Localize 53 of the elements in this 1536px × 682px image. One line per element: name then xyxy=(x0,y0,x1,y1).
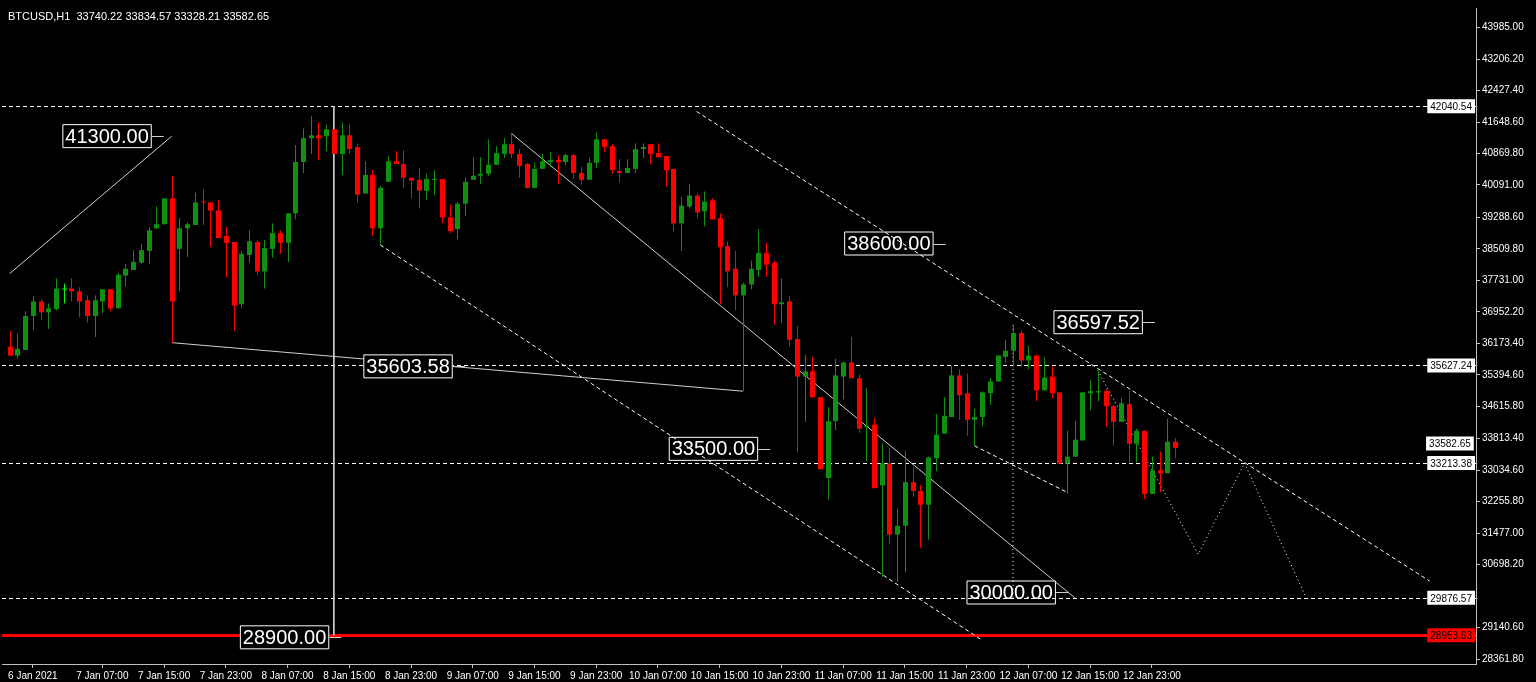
y-tick-label: 42427.40 xyxy=(1482,84,1525,96)
y-tick-label: 33813.40 xyxy=(1482,432,1525,444)
x-tick-label: 10 Jan 23:00 xyxy=(752,669,811,681)
y-tick-label: 37731.00 xyxy=(1482,274,1525,286)
x-tick-label: 8 Jan 23:00 xyxy=(384,669,438,681)
ref-line-label: 29876.57 xyxy=(1430,592,1473,604)
y-tick-label: 43985.00 xyxy=(1482,21,1525,33)
annotation: 28900.00 xyxy=(242,625,327,648)
annotation: 41300.00 xyxy=(65,124,149,147)
ref-line-label: 35627.24 xyxy=(1430,360,1473,372)
annotation: 33582.65 xyxy=(1429,438,1472,450)
x-tick-label: 11 Jan 23:00 xyxy=(938,669,996,681)
x-tick-label: 11 Jan 15:00 xyxy=(876,669,934,681)
x-tick-label: 7 Jan 15:00 xyxy=(137,669,191,681)
y-tick-label: 35394.60 xyxy=(1482,368,1525,380)
y-tick-label: 28361.80 xyxy=(1482,652,1525,664)
x-tick-label: 11 Jan 07:00 xyxy=(814,669,873,681)
ref-line-label: 42040.54 xyxy=(1430,100,1473,112)
x-tick-label: 8 Jan 15:00 xyxy=(323,669,376,681)
x-tick-label: 7 Jan 07:00 xyxy=(76,669,129,681)
y-tick-label: 36952.20 xyxy=(1482,305,1525,317)
x-tick-label: 12 Jan 15:00 xyxy=(1061,669,1120,681)
y-tick-label: 31477.00 xyxy=(1482,526,1525,538)
y-tick-label: 41648.60 xyxy=(1482,115,1525,127)
ref-line-label: 33213.38 xyxy=(1430,457,1473,469)
x-tick-label: 12 Jan 23:00 xyxy=(1122,669,1182,681)
x-tick-label: 9 Jan 15:00 xyxy=(508,669,562,681)
ref-line-label: 28953.63 xyxy=(1430,629,1473,641)
y-tick-label: 29140.60 xyxy=(1482,621,1525,633)
annotation: 38600.00 xyxy=(847,232,931,255)
x-tick-label: 8 Jan 07:00 xyxy=(261,669,315,681)
x-tick-label: 9 Jan 07:00 xyxy=(446,669,500,681)
y-tick-label: 34615.80 xyxy=(1482,400,1525,412)
x-tick-label: 12 Jan 07:00 xyxy=(999,669,1058,681)
y-tick-label: 38509.80 xyxy=(1482,242,1525,254)
y-tick-label: 32255.80 xyxy=(1482,495,1525,507)
x-tick-label: 7 Jan 23:00 xyxy=(199,669,253,681)
y-tick-label: 40869.80 xyxy=(1482,147,1525,159)
chart-title: BTCUSD,H1 33740.22 33834.57 33328.21 33582.65 xyxy=(8,10,270,23)
y-tick-label: 33034.60 xyxy=(1482,463,1525,475)
x-tick-label: 10 Jan 15:00 xyxy=(690,669,750,681)
y-tick-label: 30698.20 xyxy=(1482,558,1525,570)
y-tick-label: 39288.60 xyxy=(1482,211,1525,223)
annotation: 36597.52 xyxy=(1056,310,1140,333)
annotation: 35603.58 xyxy=(366,354,450,377)
x-tick-label: 9 Jan 23:00 xyxy=(570,669,623,681)
y-tick-label: 43206.20 xyxy=(1482,52,1525,64)
x-tick-label: 10 Jan 07:00 xyxy=(629,669,688,681)
y-tick-label: 40091.00 xyxy=(1482,178,1525,190)
annotation: 30000.00 xyxy=(969,581,1053,604)
annotation: 33500.00 xyxy=(671,437,756,460)
y-tick-label: 36173.40 xyxy=(1482,337,1525,349)
x-tick-label: 6 Jan 2021 xyxy=(8,669,59,681)
